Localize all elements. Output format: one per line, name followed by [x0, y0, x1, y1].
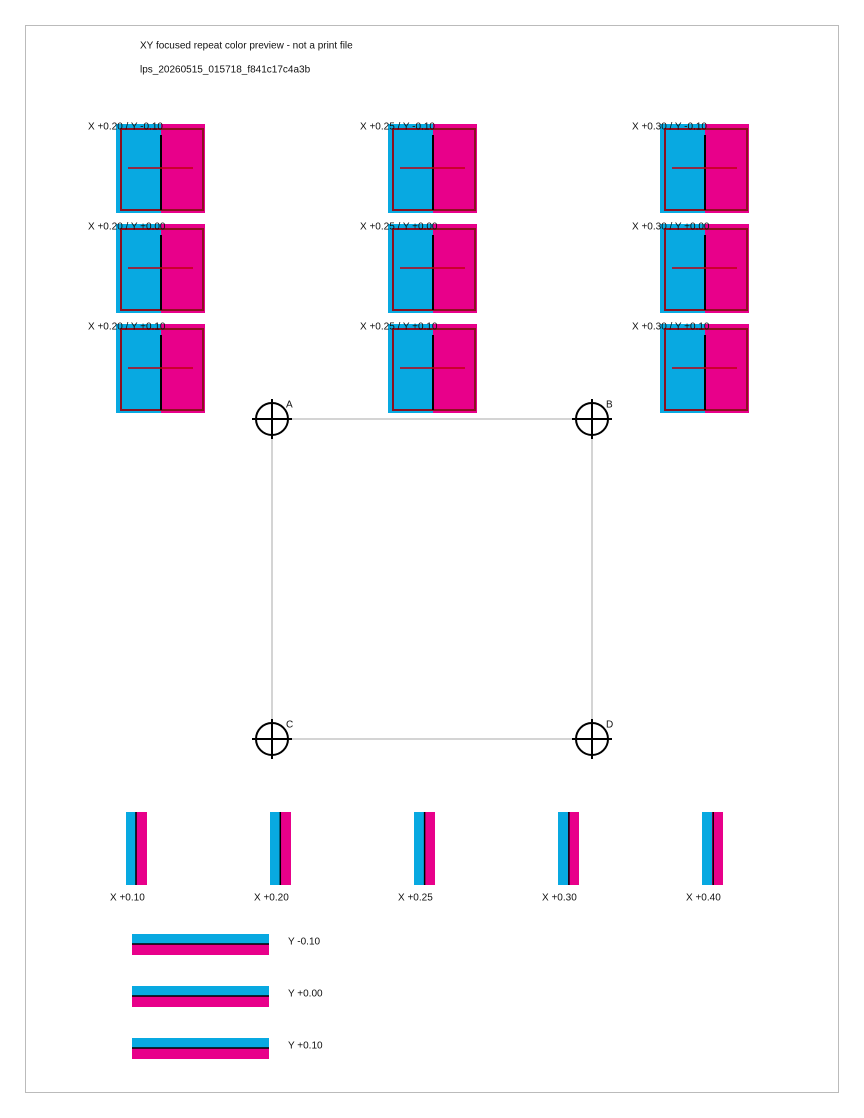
- x-strip-magenta: [568, 812, 579, 885]
- tile-label: X +0.30 / Y -0.10: [632, 122, 707, 133]
- tile-label: X +0.25 / Y +0.00: [360, 222, 438, 233]
- x-strip-label: X +0.30: [542, 893, 577, 904]
- tile-label: X +0.20 / Y +0.00: [88, 222, 166, 233]
- y-strip-label: Y +0.10: [288, 1041, 323, 1052]
- job-id: lps_20260515_015718_f841c17c4a3b: [140, 65, 311, 76]
- y-strip-magenta: [132, 944, 269, 955]
- tile-label: X +0.25 / Y -0.10: [360, 122, 435, 133]
- x-strip-label: X +0.20: [254, 893, 289, 904]
- y-strip-cyan: [132, 934, 269, 944]
- x-strip-magenta: [280, 812, 291, 885]
- tile-label: X +0.25 / Y +0.10: [360, 322, 438, 333]
- registration-label: C: [286, 720, 293, 731]
- x-strip-cyan: [702, 812, 712, 885]
- registration-label: A: [286, 400, 293, 411]
- x-strip-magenta: [136, 812, 147, 885]
- tile-label: X +0.20 / Y -0.10: [88, 122, 163, 133]
- tile-label: X +0.30 / Y +0.10: [632, 322, 710, 333]
- x-strip-cyan: [558, 812, 568, 885]
- y-strip-cyan: [132, 986, 269, 996]
- y-strip-label: Y -0.10: [288, 937, 320, 948]
- registration-frame: [271, 418, 593, 740]
- x-strip-label: X +0.40: [686, 893, 721, 904]
- x-strip-magenta: [424, 812, 435, 885]
- registration-label: B: [606, 400, 613, 411]
- x-strip-cyan: [414, 812, 424, 885]
- tile-label: X +0.20 / Y +0.10: [88, 322, 166, 333]
- x-strip-cyan: [126, 812, 136, 885]
- x-strip-label: X +0.10: [110, 893, 145, 904]
- y-strip-magenta: [132, 1048, 269, 1059]
- title: XY focused repeat color preview - not a …: [140, 41, 353, 52]
- y-strip-cyan: [132, 1038, 269, 1048]
- y-strip-label: Y +0.00: [288, 989, 323, 1000]
- x-strip-label: X +0.25: [398, 893, 433, 904]
- x-strip-magenta: [712, 812, 723, 885]
- tile-label: X +0.30 / Y +0.00: [632, 222, 710, 233]
- registration-label: D: [606, 720, 613, 731]
- y-strip-magenta: [132, 996, 269, 1007]
- x-strip-cyan: [270, 812, 280, 885]
